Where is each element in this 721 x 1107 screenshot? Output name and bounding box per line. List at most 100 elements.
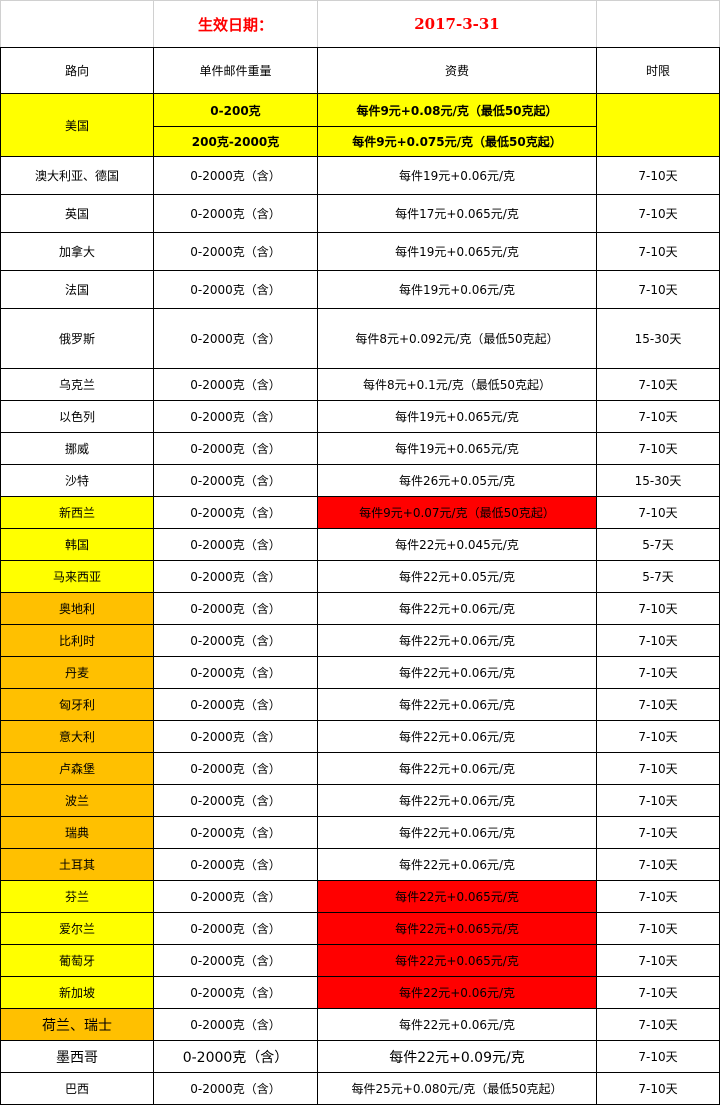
weight-cell: 0-2000克（含） xyxy=(153,912,318,945)
route-cell: 比利时 xyxy=(0,624,154,657)
weight-cell: 0-2000克（含） xyxy=(153,464,318,497)
weight-cell: 0-200克 xyxy=(153,93,318,127)
time-cell: 7-10天 xyxy=(596,976,720,1009)
table-row: 葡萄牙 0-2000克（含） 每件22元+0.065元/克 7-10天 xyxy=(0,944,720,977)
route-cell: 土耳其 xyxy=(0,848,154,881)
time-cell: 7-10天 xyxy=(596,1008,720,1041)
price-cell: 每件22元+0.06元/克 xyxy=(317,976,597,1009)
table-row: 韩国 0-2000克（含） 每件22元+0.045元/克 5-7天 xyxy=(0,528,720,561)
table-row: 爱尔兰 0-2000克（含） 每件22元+0.065元/克 7-10天 xyxy=(0,912,720,945)
table-row: 新西兰 0-2000克（含） 每件9元+0.07元/克（最低50克起） 7-10天 xyxy=(0,496,720,529)
time-cell: 7-10天 xyxy=(596,400,720,433)
route-cell: 美国 xyxy=(0,93,154,157)
weight-cell: 0-2000克（含） xyxy=(153,592,318,625)
route-cell: 奥地利 xyxy=(0,592,154,625)
time-cell xyxy=(596,93,720,157)
time-cell: 7-10天 xyxy=(596,270,720,309)
route-cell: 新加坡 xyxy=(0,976,154,1009)
price-cell: 每件19元+0.06元/克 xyxy=(317,156,597,195)
route-cell: 葡萄牙 xyxy=(0,944,154,977)
route-cell: 芬兰 xyxy=(0,880,154,913)
header-weight: 单件邮件重量 xyxy=(153,47,318,94)
table-row: 荷兰、瑞士 0-2000克（含） 每件22元+0.06元/克 7-10天 xyxy=(0,1008,720,1041)
header-row: 路向 单件邮件重量 资费 时限 xyxy=(0,47,720,94)
table-row: 意大利 0-2000克（含） 每件22元+0.06元/克 7-10天 xyxy=(0,720,720,753)
time-cell: 7-10天 xyxy=(596,156,720,195)
price-cell: 每件22元+0.09元/克 xyxy=(317,1040,597,1073)
table-row: 沙特 0-2000克（含） 每件26元+0.05元/克 15-30天 xyxy=(0,464,720,497)
table-row: 以色列 0-2000克（含） 每件19元+0.065元/克 7-10天 xyxy=(0,400,720,433)
table-row: 瑞典 0-2000克（含） 每件22元+0.06元/克 7-10天 xyxy=(0,816,720,849)
time-cell: 7-10天 xyxy=(596,368,720,401)
table-row: 奥地利 0-2000克（含） 每件22元+0.06元/克 7-10天 xyxy=(0,592,720,625)
price-cell: 每件22元+0.065元/克 xyxy=(317,912,597,945)
price-cell: 每件19元+0.065元/克 xyxy=(317,232,597,271)
weight-cell: 0-2000克（含） xyxy=(153,270,318,309)
weight-cell: 0-2000克（含） xyxy=(153,528,318,561)
route-cell: 新西兰 xyxy=(0,496,154,529)
weight-cell: 0-2000克（含） xyxy=(153,400,318,433)
header-time: 时限 xyxy=(596,47,720,94)
weight-cell: 0-2000克（含） xyxy=(153,720,318,753)
route-cell: 加拿大 xyxy=(0,232,154,271)
route-cell: 澳大利亚、德国 xyxy=(0,156,154,195)
time-cell: 7-10天 xyxy=(596,194,720,233)
price-cell: 每件22元+0.06元/克 xyxy=(317,784,597,817)
time-cell: 7-10天 xyxy=(596,848,720,881)
weight-cell: 0-2000克（含） xyxy=(153,976,318,1009)
route-cell: 乌克兰 xyxy=(0,368,154,401)
weight-cell: 0-2000克（含） xyxy=(153,1008,318,1041)
table-row: 巴西 0-2000克（含） 每件25元+0.080元/克（最低50克起） 7-10天 xyxy=(0,1072,720,1105)
time-cell: 7-10天 xyxy=(596,1040,720,1073)
route-cell: 韩国 xyxy=(0,528,154,561)
blank-cell xyxy=(596,0,720,48)
weight-cell: 200克-2000克 xyxy=(153,126,318,157)
weight-cell: 0-2000克（含） xyxy=(153,496,318,529)
weight-cell: 0-2000克（含） xyxy=(153,816,318,849)
weight-cell: 0-2000克（含） xyxy=(153,752,318,785)
time-cell: 7-10天 xyxy=(596,1072,720,1105)
route-cell: 俄罗斯 xyxy=(0,308,154,369)
route-cell: 沙特 xyxy=(0,464,154,497)
table-row: 俄罗斯 0-2000克（含） 每件8元+0.092元/克（最低50克起） 15-30天 xyxy=(0,308,720,369)
route-cell: 波兰 xyxy=(0,784,154,817)
table-row: 丹麦 0-2000克（含） 每件22元+0.06元/克 7-10天 xyxy=(0,656,720,689)
table-row: 新加坡 0-2000克（含） 每件22元+0.06元/克 7-10天 xyxy=(0,976,720,1009)
table-row: 挪威 0-2000克（含） 每件19元+0.065元/克 7-10天 xyxy=(0,432,720,465)
price-cell: 每件22元+0.065元/克 xyxy=(317,880,597,913)
price-cell: 每件22元+0.065元/克 xyxy=(317,944,597,977)
table-row: 澳大利亚、德国 0-2000克（含） 每件19元+0.06元/克 7-10天 xyxy=(0,156,720,195)
price-cell: 每件19元+0.065元/克 xyxy=(317,432,597,465)
route-cell: 法国 xyxy=(0,270,154,309)
time-cell: 7-10天 xyxy=(596,880,720,913)
time-cell: 7-10天 xyxy=(596,432,720,465)
route-cell: 马来西亚 xyxy=(0,560,154,593)
price-cell: 每件22元+0.045元/克 xyxy=(317,528,597,561)
table-row-usa: 美国 0-200克 每件9元+0.08元/克（最低50克起） xyxy=(0,93,720,157)
weight-cell: 0-2000克（含） xyxy=(153,232,318,271)
route-cell: 丹麦 xyxy=(0,656,154,689)
time-cell: 7-10天 xyxy=(596,496,720,529)
table-row: 波兰 0-2000克（含） 每件22元+0.06元/克 7-10天 xyxy=(0,784,720,817)
weight-cell: 0-2000克（含） xyxy=(153,656,318,689)
time-cell: 7-10天 xyxy=(596,624,720,657)
price-cell: 每件22元+0.06元/克 xyxy=(317,848,597,881)
route-cell: 意大利 xyxy=(0,720,154,753)
route-cell: 英国 xyxy=(0,194,154,233)
route-cell: 卢森堡 xyxy=(0,752,154,785)
time-cell: 7-10天 xyxy=(596,592,720,625)
route-cell: 墨西哥 xyxy=(0,1040,154,1073)
time-cell: 7-10天 xyxy=(596,944,720,977)
route-cell: 以色列 xyxy=(0,400,154,433)
table-row: 加拿大 0-2000克（含） 每件19元+0.065元/克 7-10天 xyxy=(0,232,720,271)
price-cell: 每件22元+0.05元/克 xyxy=(317,560,597,593)
weight-cell: 0-2000克（含） xyxy=(153,368,318,401)
time-cell: 7-10天 xyxy=(596,816,720,849)
price-cell: 每件9元+0.08元/克（最低50克起） xyxy=(317,93,597,127)
table-row: 法国 0-2000克（含） 每件19元+0.06元/克 7-10天 xyxy=(0,270,720,309)
time-cell: 5-7天 xyxy=(596,560,720,593)
price-cell: 每件26元+0.05元/克 xyxy=(317,464,597,497)
time-cell: 7-10天 xyxy=(596,784,720,817)
table-row: 匈牙利 0-2000克（含） 每件22元+0.06元/克 7-10天 xyxy=(0,688,720,721)
price-cell: 每件25元+0.080元/克（最低50克起） xyxy=(317,1072,597,1105)
